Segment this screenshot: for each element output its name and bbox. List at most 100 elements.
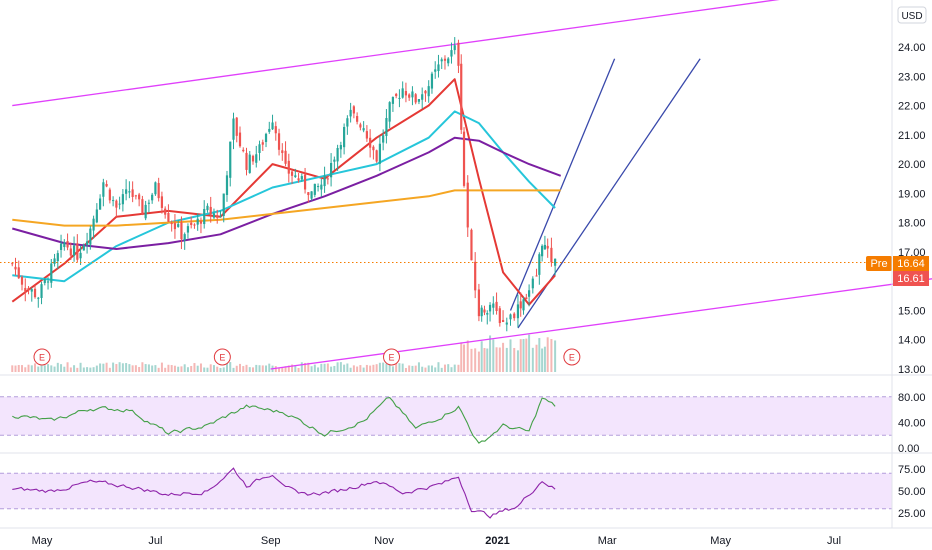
last-price-tag (893, 271, 929, 286)
candle (76, 234, 79, 263)
candle (232, 112, 235, 150)
candle (277, 128, 281, 156)
volume-bar (112, 362, 115, 372)
volume-bar (21, 365, 24, 372)
volume-bar (519, 339, 522, 372)
oscillator-tick-label: 75.00 (898, 464, 926, 476)
volume-bar (27, 364, 30, 372)
candle (546, 238, 549, 258)
time-tick-label: May (32, 535, 53, 547)
candle (59, 234, 63, 258)
volume-bars (11, 334, 557, 372)
price-tick-label: 15.00 (898, 305, 926, 317)
volume-bar (352, 365, 355, 372)
candle (501, 310, 505, 323)
volume-bar (349, 367, 352, 372)
candle (356, 112, 359, 125)
candle (164, 206, 167, 219)
earnings-marker[interactable]: E (213, 348, 231, 366)
price-tick-label: 24.00 (898, 42, 926, 54)
volume-bar (307, 362, 310, 372)
price-tick-label: 18.00 (898, 218, 926, 230)
volume-bar (248, 367, 251, 372)
moving-averages (11, 78, 562, 306)
volume-bar (30, 365, 33, 372)
volume-bar (160, 362, 163, 372)
candle (486, 310, 489, 325)
currency-badge[interactable]: USD (897, 6, 927, 24)
volume-bar (317, 367, 320, 372)
earnings-marker[interactable]: E (33, 348, 51, 366)
volume-bar (343, 364, 346, 372)
candle (336, 144, 339, 171)
earnings-marker[interactable]: E (563, 348, 581, 366)
candle (522, 296, 525, 315)
candle (212, 208, 216, 220)
candle (229, 141, 232, 187)
oscillator-pane-2[interactable] (0, 467, 892, 519)
candle (408, 93, 411, 101)
volume-bar (219, 367, 222, 372)
candle (125, 179, 128, 201)
candle (225, 170, 229, 202)
candle (14, 257, 17, 276)
last-price: 16.61 (897, 273, 925, 285)
volume-bar (141, 362, 144, 372)
candle (274, 121, 277, 141)
candle (440, 57, 443, 70)
volume-bar (17, 365, 20, 372)
candle (531, 276, 534, 294)
candle (369, 129, 372, 158)
candle (95, 203, 98, 224)
volume-bar (225, 362, 228, 372)
volume-bar (203, 367, 206, 372)
candle (483, 305, 486, 316)
volume-bar (300, 362, 303, 372)
volume-bar (550, 338, 553, 372)
time-axis[interactable]: May Jul Sep Nov 2021 Mar May Jul (32, 535, 841, 547)
volume-bar (102, 363, 105, 372)
volume-bar (457, 364, 460, 372)
volume-bar (424, 367, 427, 372)
earnings-marker-label: E (569, 353, 575, 363)
candle (151, 192, 154, 204)
volume-bar (47, 364, 50, 372)
volume-bar (180, 366, 183, 372)
candle (43, 277, 46, 286)
volume-bar (125, 363, 128, 372)
volume-bar (154, 365, 157, 372)
volume-bar (498, 347, 501, 372)
candle (492, 296, 495, 315)
oscillator-pane-1[interactable] (0, 396, 892, 444)
volume-bar (56, 362, 59, 372)
candle (108, 187, 111, 204)
volume-bar (474, 348, 477, 372)
candle (462, 127, 466, 188)
time-tick-label: Mar (598, 535, 617, 547)
volume-bar (356, 366, 359, 372)
volume-bar (95, 365, 98, 372)
candle (480, 305, 483, 322)
earnings-marker[interactable]: E (383, 348, 401, 366)
candle (24, 278, 27, 302)
volume-bar (404, 367, 407, 372)
volume-bar (388, 362, 391, 372)
price-tick-label: 22.00 (898, 101, 926, 113)
candle (505, 317, 508, 332)
currency-label: USD (901, 11, 922, 22)
volume-bar (66, 362, 69, 372)
volume-bar (216, 366, 219, 372)
volume-bar (460, 342, 463, 372)
volume-bar (53, 366, 56, 372)
volume-bar (239, 363, 241, 372)
earnings-marker-label: E (389, 353, 395, 363)
oscillator-tick-label: 40.00 (898, 417, 926, 429)
candle (206, 203, 209, 213)
candle (56, 250, 59, 269)
candlesticks (11, 37, 557, 332)
volume-bar (186, 367, 189, 372)
price-axis[interactable]: 13.0014.0015.0016.0017.0018.0019.0020.00… (898, 13, 926, 376)
